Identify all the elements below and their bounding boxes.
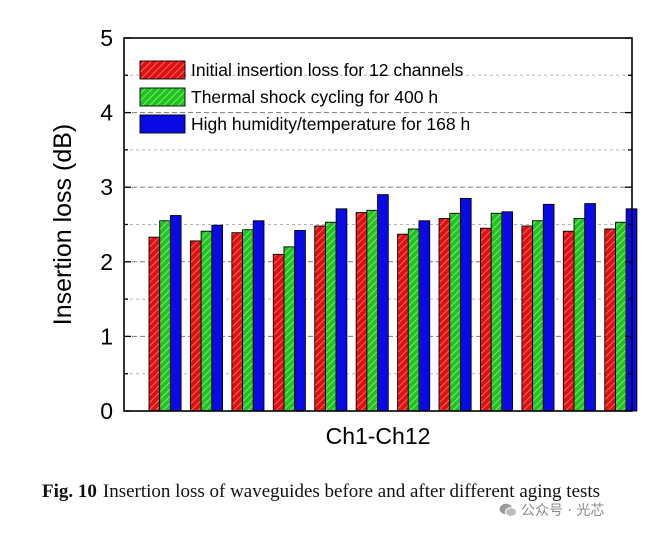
y-tick-label: 3	[100, 174, 113, 200]
bar	[573, 218, 586, 412]
bar	[521, 225, 534, 412]
bar	[211, 224, 223, 412]
bar	[480, 227, 492, 412]
bar	[148, 236, 161, 412]
bar	[438, 218, 451, 412]
legend-swatch	[139, 114, 186, 134]
bar	[189, 240, 202, 412]
legend-label: High humidity/temperature for 168 h	[191, 114, 470, 134]
wechat-icon	[499, 503, 517, 517]
bar	[355, 212, 368, 412]
x-axis-label: Ch1-Ch12	[326, 423, 431, 449]
legend-label: Initial insertion loss for 12 channels	[191, 60, 464, 80]
bar	[314, 225, 326, 412]
y-axis-label: Insertion loss (dB)	[49, 124, 77, 325]
bar	[418, 220, 431, 412]
bar	[159, 220, 171, 412]
watermark-text: 公众号 · 光芯	[521, 503, 605, 519]
legend: Initial insertion loss for 12 channels Th…	[139, 60, 470, 134]
bar	[562, 230, 575, 412]
bar	[335, 208, 348, 412]
bar	[324, 221, 337, 412]
legend-swatch	[139, 60, 186, 80]
bar	[604, 228, 616, 412]
bar	[532, 220, 544, 412]
bar	[366, 209, 379, 412]
y-tick-label: 5	[100, 25, 113, 51]
bar	[407, 228, 420, 412]
legend-swatch	[139, 87, 186, 107]
bar	[200, 230, 213, 412]
figure-label: Fig. 10	[42, 481, 97, 502]
bar	[242, 229, 254, 412]
y-tick-label: 0	[100, 398, 113, 424]
bar	[283, 246, 296, 412]
bar	[294, 230, 306, 412]
bar	[377, 194, 389, 412]
legend-label: Thermal shock cycling for 400 h	[191, 87, 438, 107]
bar	[490, 212, 503, 412]
bar	[615, 221, 627, 412]
bar	[169, 215, 182, 412]
y-ticks: 0 1 2 3 4 5	[100, 25, 632, 424]
y-tick-label: 2	[100, 249, 113, 275]
figure-caption: Fig. 10 Insertion loss of waveguides befo…	[42, 478, 642, 506]
caption-text: Insertion loss of waveguides before and …	[102, 481, 601, 502]
bar	[272, 253, 285, 412]
watermark: 公众号 · 光芯	[499, 500, 604, 520]
bar-chart: 0 1 2 3 4 5 Initial insertion loss for 12 cha…	[49, 25, 638, 449]
y-tick-label: 1	[100, 323, 113, 349]
bar	[459, 197, 472, 412]
bars	[148, 194, 638, 412]
bar	[449, 212, 461, 412]
bar	[252, 220, 265, 412]
bar	[501, 211, 514, 412]
bar	[542, 203, 555, 412]
bar	[397, 233, 409, 412]
y-tick-label: 4	[100, 100, 113, 126]
bar	[231, 232, 244, 412]
bar	[584, 203, 596, 412]
